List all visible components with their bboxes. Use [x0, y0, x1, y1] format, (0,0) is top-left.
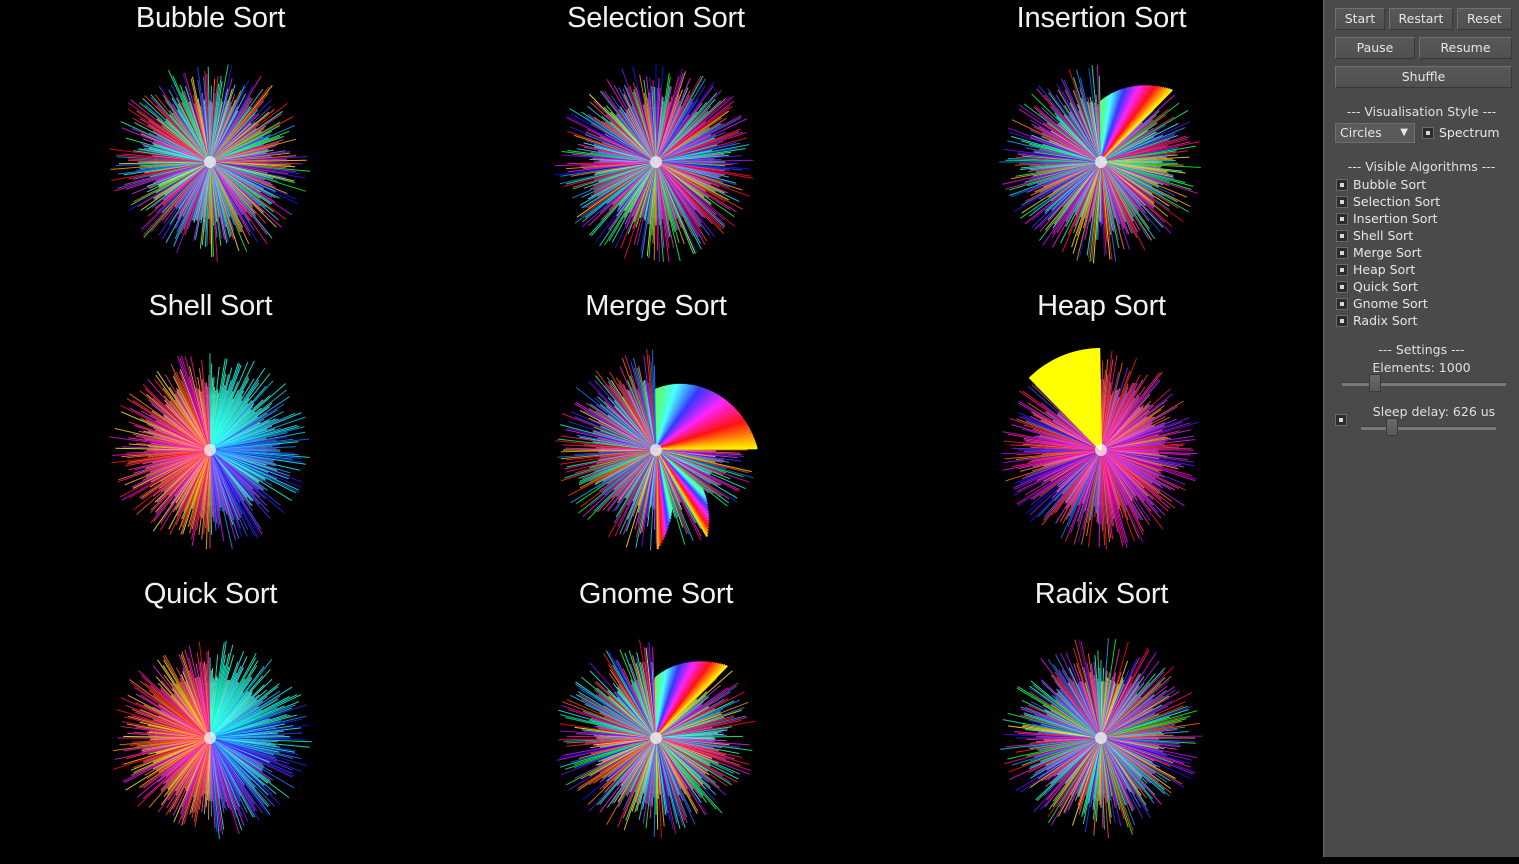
- visible-algorithm-checkbox[interactable]: [1336, 281, 1348, 293]
- elements-slider-thumb[interactable]: [1369, 374, 1381, 392]
- sort-visualization: Selection Sort: [436, 0, 877, 288]
- sort-visualization: Insertion Sort: [881, 0, 1322, 288]
- visible-algorithm-checkbox[interactable]: [1336, 196, 1348, 208]
- sleep-delay-label: Sleep delay: 626 us: [1372, 404, 1496, 419]
- spectrum-ray: [1098, 347, 1103, 451]
- sort-title: Shell Sort: [148, 290, 273, 322]
- visible-algorithm-checkbox[interactable]: [1336, 230, 1348, 242]
- visible-algorithm-label: Heap Sort: [1353, 262, 1416, 277]
- spectrum-rays: [556, 639, 755, 838]
- visible-algorithm-checkbox[interactable]: [1336, 264, 1348, 276]
- spectrum-ray: [207, 650, 211, 739]
- sort-visualization: Shell Sort: [0, 288, 431, 576]
- style-dropdown[interactable]: Circles ▼: [1335, 123, 1415, 143]
- circle-visualization: [999, 64, 1201, 264]
- center-glow: [1095, 156, 1107, 168]
- visualization-area: Bubble Sort Selection Sort Insertion Sort S…: [0, 0, 1322, 840]
- sort-title: Heap Sort: [1037, 290, 1166, 322]
- center-glow: [1095, 444, 1107, 456]
- spectrum-rays: [554, 64, 753, 263]
- sort-title: Radix Sort: [1034, 578, 1169, 610]
- center-glow: [649, 732, 662, 744]
- elements-label: Elements: 1000: [1372, 360, 1471, 375]
- circle-visualization: [554, 349, 758, 551]
- visible-algorithm-checkbox[interactable]: [1336, 298, 1348, 310]
- spectrum-rays: [1000, 638, 1203, 839]
- center-glow: [649, 156, 662, 168]
- spectrum-ray: [653, 86, 656, 163]
- circle-visualization: [112, 640, 312, 840]
- visible-algorithm-label: Gnome Sort: [1353, 296, 1428, 311]
- sort-visualization: Gnome Sort: [436, 576, 877, 864]
- circle-visualization: [109, 64, 311, 262]
- spectrum-rays: [999, 64, 1201, 264]
- visible-algorithm-label: Radix Sort: [1353, 313, 1418, 328]
- center-glow: [649, 444, 662, 456]
- restart-button[interactable]: Restart: [1389, 8, 1453, 30]
- circle-visualization: [109, 353, 310, 550]
- visible-algorithm-label: Shell Sort: [1353, 228, 1414, 243]
- center-glow: [1095, 732, 1107, 744]
- reset-button[interactable]: Reset: [1457, 8, 1512, 30]
- style-dropdown-value: Circles: [1340, 125, 1382, 140]
- sort-title: Selection Sort: [567, 2, 745, 34]
- visible-algorithm-checkbox[interactable]: [1336, 179, 1348, 191]
- spectrum-rays: [109, 353, 310, 550]
- spectrum-checkbox[interactable]: [1422, 127, 1434, 139]
- center-glow: [204, 156, 216, 168]
- sort-title: Insertion Sort: [1016, 2, 1187, 34]
- spectrum-rays: [554, 349, 758, 551]
- settings-heading: --- Settings ---: [1378, 342, 1465, 357]
- spectrum-label: Spectrum: [1439, 125, 1500, 140]
- sleep-delay-slider-track[interactable]: [1361, 426, 1496, 430]
- spectrum-ray: [1098, 76, 1102, 163]
- visible-algorithm-label: Insertion Sort: [1353, 211, 1438, 226]
- spectrum-rays: [1001, 347, 1199, 550]
- visible-algorithm-checkbox[interactable]: [1336, 247, 1348, 259]
- sort-title: Gnome Sort: [578, 578, 734, 610]
- circle-visualization: [556, 639, 755, 838]
- sleep-delay-slider-thumb[interactable]: [1386, 418, 1398, 436]
- pause-button[interactable]: Pause: [1335, 37, 1415, 59]
- visible-algorithm-checkbox[interactable]: [1336, 315, 1348, 327]
- resume-button[interactable]: Resume: [1419, 37, 1512, 59]
- control-panel: Start Restart Reset Pause Resume Shuffle…: [1323, 0, 1519, 857]
- sort-title: Quick Sort: [143, 578, 278, 610]
- visible-algorithm-label: Merge Sort: [1353, 245, 1422, 260]
- visible-algorithm-label: Quick Sort: [1353, 279, 1418, 294]
- sort-title: Merge Sort: [585, 290, 727, 322]
- shuffle-button[interactable]: Shuffle: [1335, 66, 1512, 88]
- sleep-delay-checkbox[interactable]: [1335, 414, 1347, 426]
- visualisation-style-heading: --- Visualisation Style ---: [1346, 104, 1497, 119]
- visible-algorithms-heading: --- Visible Algorithms ---: [1347, 159, 1496, 174]
- start-button[interactable]: Start: [1335, 8, 1385, 30]
- circle-visualization: [554, 64, 753, 263]
- visible-algorithm-label: Bubble Sort: [1353, 177, 1427, 192]
- elements-slider-track[interactable]: [1342, 382, 1506, 386]
- sort-visualization: Heap Sort: [881, 288, 1322, 576]
- center-glow: [204, 732, 216, 744]
- sort-visualization: Bubble Sort: [0, 0, 431, 288]
- visible-algorithm-checkbox[interactable]: [1336, 213, 1348, 225]
- spectrum-ray: [208, 375, 211, 451]
- circle-visualization: [1000, 638, 1203, 839]
- center-glow: [204, 444, 216, 456]
- spectrum-ray: [1099, 667, 1102, 739]
- sort-visualization: Quick Sort: [0, 576, 431, 864]
- spectrum-ray: [207, 66, 211, 163]
- spectrum-ray: [653, 678, 656, 739]
- sort-title: Bubble Sort: [135, 2, 286, 34]
- spectrum-rays: [112, 640, 312, 840]
- circle-visualization: [1001, 347, 1199, 550]
- spectrum-ray: [653, 365, 656, 451]
- spectrum-rays: [109, 64, 311, 262]
- chevron-down-icon: ▼: [1400, 127, 1408, 138]
- visible-algorithm-label: Selection Sort: [1353, 194, 1441, 209]
- sort-visualization: Merge Sort: [436, 288, 877, 576]
- sort-visualization: Radix Sort: [881, 576, 1322, 864]
